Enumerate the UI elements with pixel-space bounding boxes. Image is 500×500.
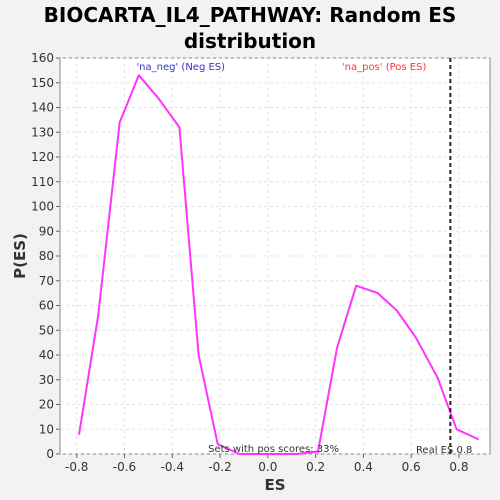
y-tick-label: 150 (31, 76, 54, 90)
data-point (317, 450, 319, 453)
y-tick-label: 120 (31, 150, 54, 164)
y-tick-label: 100 (31, 200, 54, 214)
x-tick-label: -0.4 (161, 460, 184, 474)
data-point (415, 336, 417, 339)
neg-es-label: 'na_neg' (Neg ES) (136, 62, 225, 73)
data-point (336, 346, 338, 349)
data-point (216, 443, 219, 445)
data-point (436, 376, 439, 379)
chart-title-line2: distribution (183, 29, 317, 53)
y-tick-label: 110 (31, 175, 54, 189)
data-point (157, 96, 159, 99)
data-point (276, 453, 279, 455)
y-tick-label: 160 (31, 51, 54, 65)
real-es-label: Real ES 0.8 (416, 445, 472, 456)
y-tick-label: 60 (39, 299, 54, 313)
x-tick-label: -0.2 (208, 460, 231, 474)
data-point (197, 354, 200, 356)
x-tick-label: -0.8 (65, 460, 88, 474)
y-axis-label: P(ES) (11, 233, 29, 279)
grid (60, 57, 490, 455)
data-point (477, 438, 479, 440)
x-tick-label: 0.6 (402, 460, 421, 474)
plot-area (59, 57, 491, 455)
y-tick-label: 0 (46, 447, 54, 461)
data-point (138, 74, 140, 77)
data-point (238, 453, 240, 455)
pos-es-label: 'na_pos' (Pos ES) (342, 62, 427, 73)
sets-pos-scores-label: Sets with pos scores: 33% (208, 444, 339, 455)
chart-title: BIOCARTA_IL4_PATHWAY: Random ES distribu… (0, 2, 500, 54)
data-point (257, 453, 260, 455)
x-tick-label: 0.2 (306, 460, 325, 474)
data-point (455, 428, 458, 431)
x-tick-label: -0.6 (113, 460, 136, 474)
y-tick-label: 80 (39, 249, 54, 263)
data-point (78, 433, 80, 436)
x-tick-label: 0.8 (449, 460, 468, 474)
data-point (396, 309, 398, 312)
data-point (376, 292, 379, 294)
y-tick-label: 70 (39, 274, 54, 288)
data-point (355, 284, 358, 287)
y-tick-label: 10 (39, 422, 54, 436)
chart-title-line1: BIOCARTA_IL4_PATHWAY: Random ES (43, 3, 457, 27)
axis-ticks: 0 10 20 30 40 50 60 70 80 90 100 110 120 130 140 150 160… (31, 51, 468, 474)
y-tick-label: 130 (31, 125, 54, 139)
data-point (178, 126, 181, 129)
y-tick-label: 30 (39, 373, 54, 387)
y-tick-label: 50 (39, 323, 54, 337)
y-tick-label: 140 (31, 101, 54, 115)
x-tick-label: 0.4 (354, 460, 373, 474)
data-point (118, 121, 121, 124)
y-tick-label: 20 (39, 398, 54, 412)
data-point (97, 314, 100, 317)
x-axis-label: ES (264, 476, 285, 494)
data-point (295, 453, 298, 455)
x-tick-label: 0.0 (258, 460, 277, 474)
y-tick-label: 40 (39, 348, 54, 362)
y-tick-label: 90 (39, 224, 54, 238)
series-layer (78, 74, 479, 455)
